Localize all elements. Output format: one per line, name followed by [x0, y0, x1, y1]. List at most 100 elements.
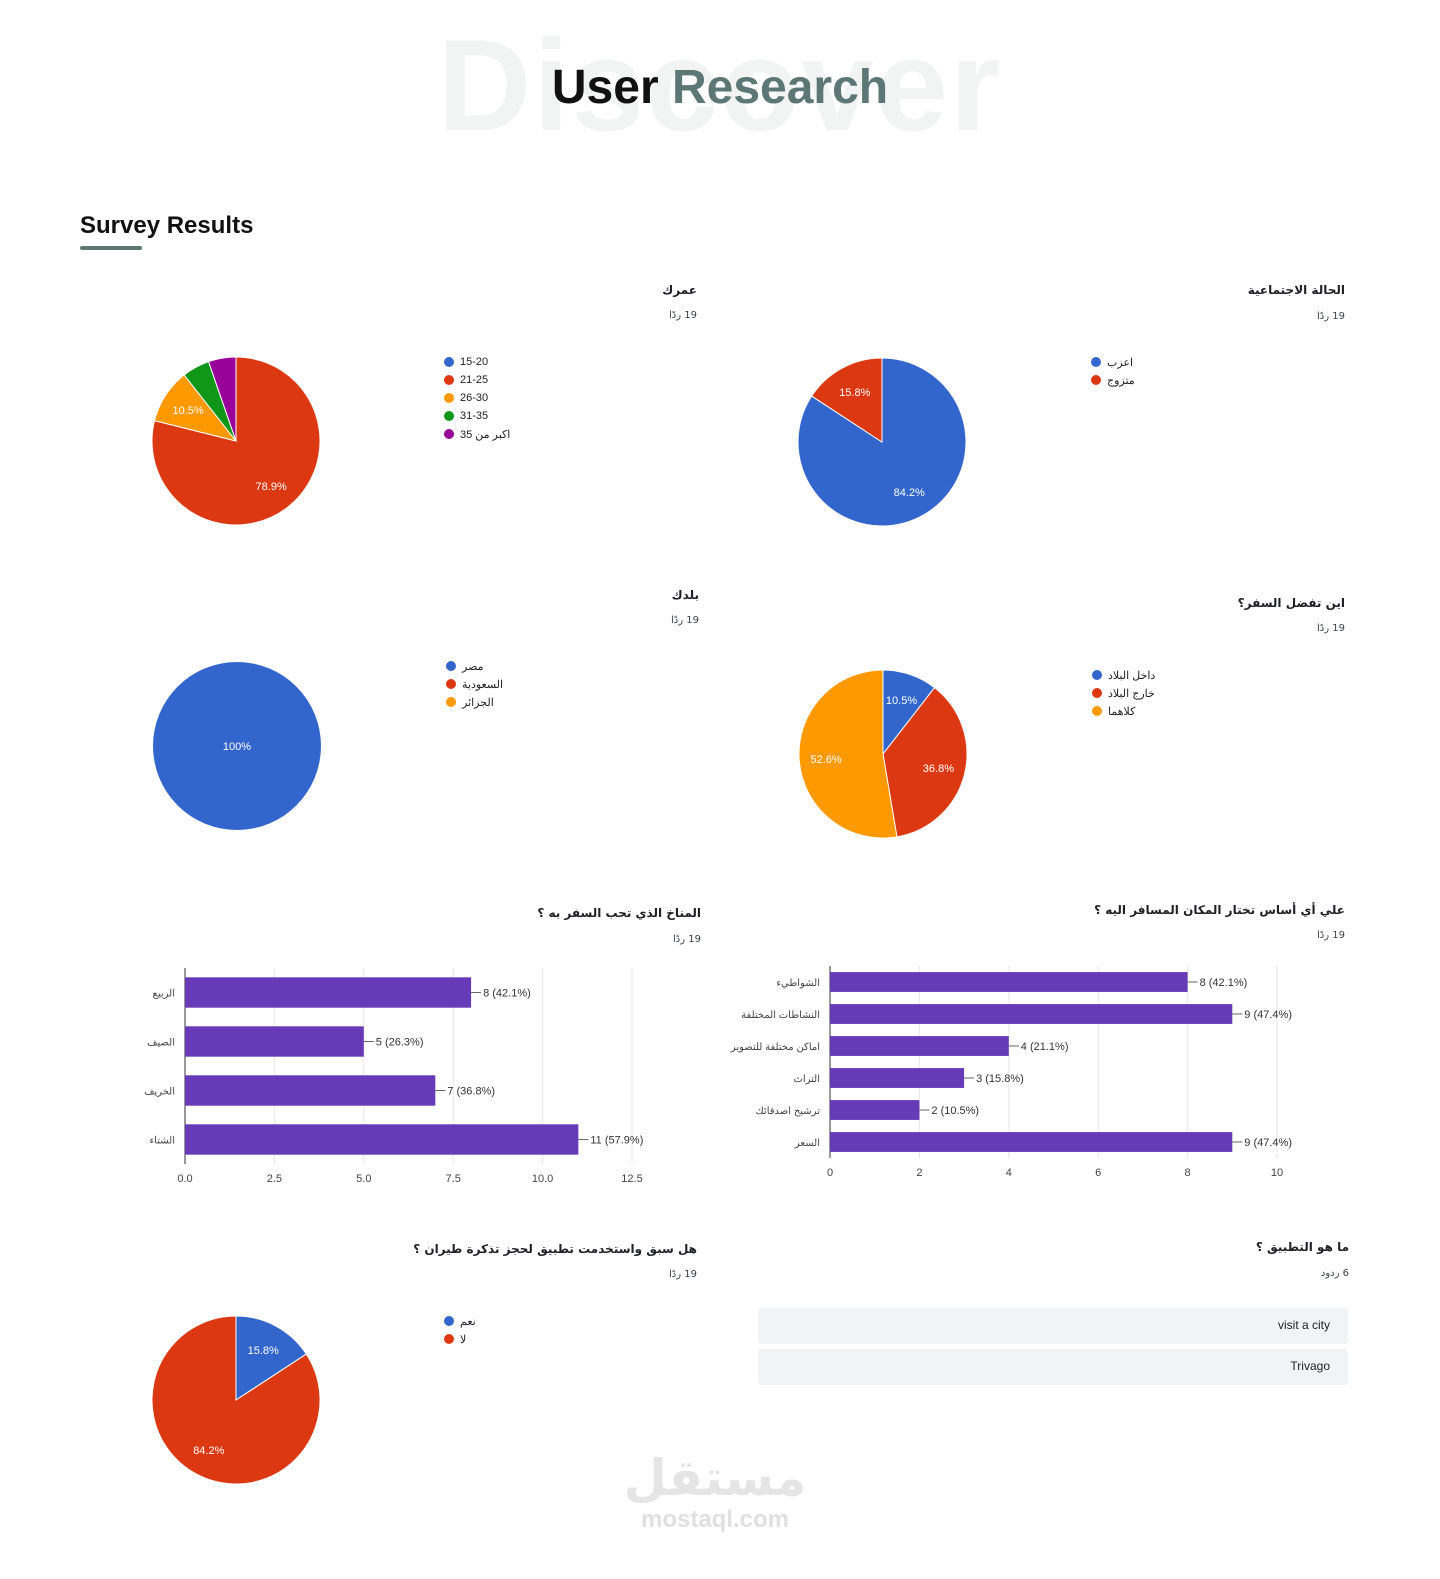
legend-item: اكبر من 35 — [444, 425, 510, 443]
response-count-age: 19 ردًا — [669, 310, 697, 321]
legend-swatch — [1091, 375, 1101, 385]
bar-value-label: 4 (21.1%) — [1021, 1041, 1069, 1053]
response-count-country: 19 ردًا — [671, 615, 699, 626]
category-label: الربيع — [153, 989, 175, 1000]
legend-item: 31-35 — [444, 407, 510, 425]
x-tick-label: 2.5 — [267, 1173, 282, 1185]
legend-swatch — [444, 411, 454, 421]
question-title-age: عمرك — [662, 283, 697, 297]
category-label: الخريف — [144, 1087, 175, 1098]
legend-used-app: نعم لا — [444, 1312, 476, 1348]
pie-slice-2 — [882, 686, 968, 838]
legend-item: 15-20 — [444, 353, 510, 371]
x-tick-label: 12.5 — [621, 1173, 642, 1185]
response-count-travel-where: 19 ردًا — [1317, 623, 1345, 634]
legend-label: 26-30 — [460, 392, 489, 404]
legend-travel-where: داخل البلاد خارج البلاد كلاهما — [1092, 666, 1155, 720]
question-title-choose-basis: علي أي أساس تختار المكان المسافر اليه ؟ — [1094, 903, 1345, 917]
x-tick-label: 10 — [1271, 1167, 1283, 1179]
legend-label: الجزائر — [462, 696, 494, 709]
legend-country: مصر السعودية الجزائر — [446, 657, 503, 711]
legend-label: نعم — [460, 1315, 476, 1328]
x-tick-label: 4 — [1006, 1167, 1012, 1179]
legend-item: نعم — [444, 1312, 476, 1330]
legend-swatch — [444, 375, 454, 385]
response-count-which-app: 6 ردود — [1320, 1268, 1349, 1279]
legend-item: مصر — [446, 657, 503, 675]
legend-item: 26-30 — [444, 389, 510, 407]
bar-value-label: 8 (42.1%) — [1200, 977, 1248, 989]
pie-slice-label: 84.2% — [894, 487, 925, 499]
pie-chart-used-app: 15.8% 84.2% — [151, 1315, 321, 1485]
bar-value-label: 9 (47.4%) — [1244, 1009, 1292, 1021]
text-answer-value: visit a city — [1277, 1318, 1330, 1332]
x-tick-label: 2 — [916, 1167, 922, 1179]
bar-value-label: 8 (42.1%) — [483, 988, 531, 1000]
legend-label: اكبر من 35 — [460, 428, 511, 441]
x-tick-label: 6 — [1095, 1167, 1101, 1179]
pie-chart-age: 78.9% 10.5% — [151, 356, 321, 526]
pie-chart-marital: 84.2% 15.8% — [797, 357, 967, 527]
legend-label: السعودية — [462, 678, 504, 691]
legend-item: داخل البلاد — [1092, 666, 1155, 684]
bar — [185, 1075, 436, 1106]
pie-slice-label: 52.6% — [810, 754, 841, 766]
pie-slice-label: 84.2% — [193, 1445, 224, 1457]
pie-slice-label: 10.5% — [886, 695, 917, 707]
x-tick-label: 7.5 — [446, 1173, 461, 1185]
pie-slice-1 — [153, 662, 321, 830]
question-title-climate: المناخ الذي تحب السفر به ؟ — [537, 906, 701, 920]
category-label: الشتاء — [149, 1136, 175, 1147]
pie-slice-5 — [207, 356, 237, 442]
x-tick-label: 0 — [827, 1167, 833, 1179]
bar — [830, 1100, 920, 1120]
watermark-logo-latin: mostaql.com — [640, 1506, 790, 1533]
response-count-used-app: 19 ردًا — [669, 1269, 697, 1280]
background-watermark-word: Discover — [437, 12, 1003, 158]
legend-swatch — [444, 1334, 454, 1344]
legend-swatch — [446, 679, 456, 689]
section-underline — [80, 246, 142, 250]
bar-value-label: 9 (47.4%) — [1244, 1137, 1292, 1149]
response-count-choose-basis: 19 ردًا — [1317, 930, 1345, 941]
legend-swatch — [444, 357, 454, 367]
category-label: السعر — [794, 1138, 820, 1149]
question-title-which-app: ما هو التطبيق ؟ — [1255, 1240, 1349, 1254]
bar-value-label: 5 (26.3%) — [376, 1037, 424, 1049]
legend-swatch — [1091, 357, 1101, 367]
bar — [185, 1124, 579, 1155]
legend-item: متزوج — [1091, 371, 1135, 389]
page-title-part2: Research — [671, 61, 889, 114]
legend-swatch — [444, 429, 454, 439]
pie-slice-2 — [810, 357, 883, 443]
legend-swatch — [444, 1316, 454, 1326]
legend-label: متزوج — [1107, 374, 1135, 387]
legend-label: كلاهما — [1108, 705, 1136, 718]
page-title-part1: User — [551, 61, 659, 114]
category-label: اماكن مختلفة للتصوير — [730, 1042, 820, 1053]
legend-swatch — [446, 661, 456, 671]
pie-slice-label: 36.8% — [923, 763, 954, 775]
question-title-used-app: هل سبق واستخدمت تطبيق لحجز تذكرة طيران ؟ — [413, 1242, 697, 1256]
bar — [830, 1004, 1233, 1024]
bar-value-label: 3 (15.8%) — [976, 1073, 1024, 1085]
legend-swatch — [446, 697, 456, 707]
pie-slice-label: 78.9% — [256, 481, 287, 493]
bar-value-label: 11 (57.9%) — [590, 1135, 643, 1147]
bar — [830, 1036, 1009, 1056]
legend-item: 21-25 — [444, 371, 510, 389]
category-label: ترشيح اصدقائك — [756, 1106, 821, 1117]
legend-label: اعزب — [1107, 356, 1134, 369]
category-label: الصيف — [147, 1038, 175, 1049]
bar — [830, 1068, 965, 1088]
pie-slice-label: 10.5% — [172, 405, 203, 417]
pie-slice-1 — [235, 1315, 308, 1401]
legend-swatch — [444, 393, 454, 403]
bar-chart-climate: 0.0 2.5 5.0 7.5 10.0 12.5 الربيع 8 (42.1%) الصيف… — [144, 968, 643, 1185]
legend-label: 21-25 — [460, 374, 489, 386]
pie-slice-label: 15.8% — [248, 1345, 279, 1357]
pie-slice-label: 15.8% — [839, 387, 870, 399]
bar — [830, 972, 1188, 992]
legend-label: 15-20 — [460, 356, 489, 368]
legend-swatch — [1092, 688, 1102, 698]
